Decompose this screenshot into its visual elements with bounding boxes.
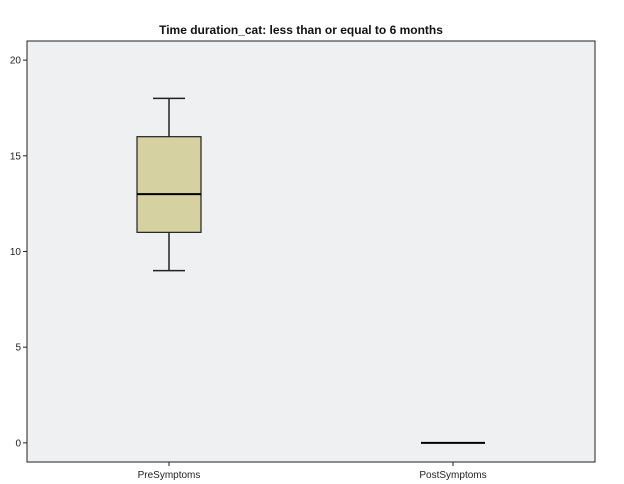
x-axis: PreSymptoms PostSymptoms <box>138 462 487 481</box>
plot-area <box>26 40 596 463</box>
x-tick-label: PostSymptoms <box>419 470 486 481</box>
y-tick-label: 0 <box>15 438 21 449</box>
x-tick-label: PreSymptoms <box>138 470 201 481</box>
y-axis: 0 5 10 15 20 <box>10 56 27 449</box>
y-tick-label: 10 <box>10 247 22 258</box>
iqr-box <box>136 136 202 233</box>
box-presymptoms <box>136 97 202 272</box>
y-tick-label: 20 <box>10 56 22 67</box>
box-series <box>136 97 485 444</box>
y-tick-label: 15 <box>10 151 22 162</box>
y-tick-label: 5 <box>15 343 21 354</box>
chart-title: Time duration_cat: less than or equal to… <box>159 23 443 37</box>
